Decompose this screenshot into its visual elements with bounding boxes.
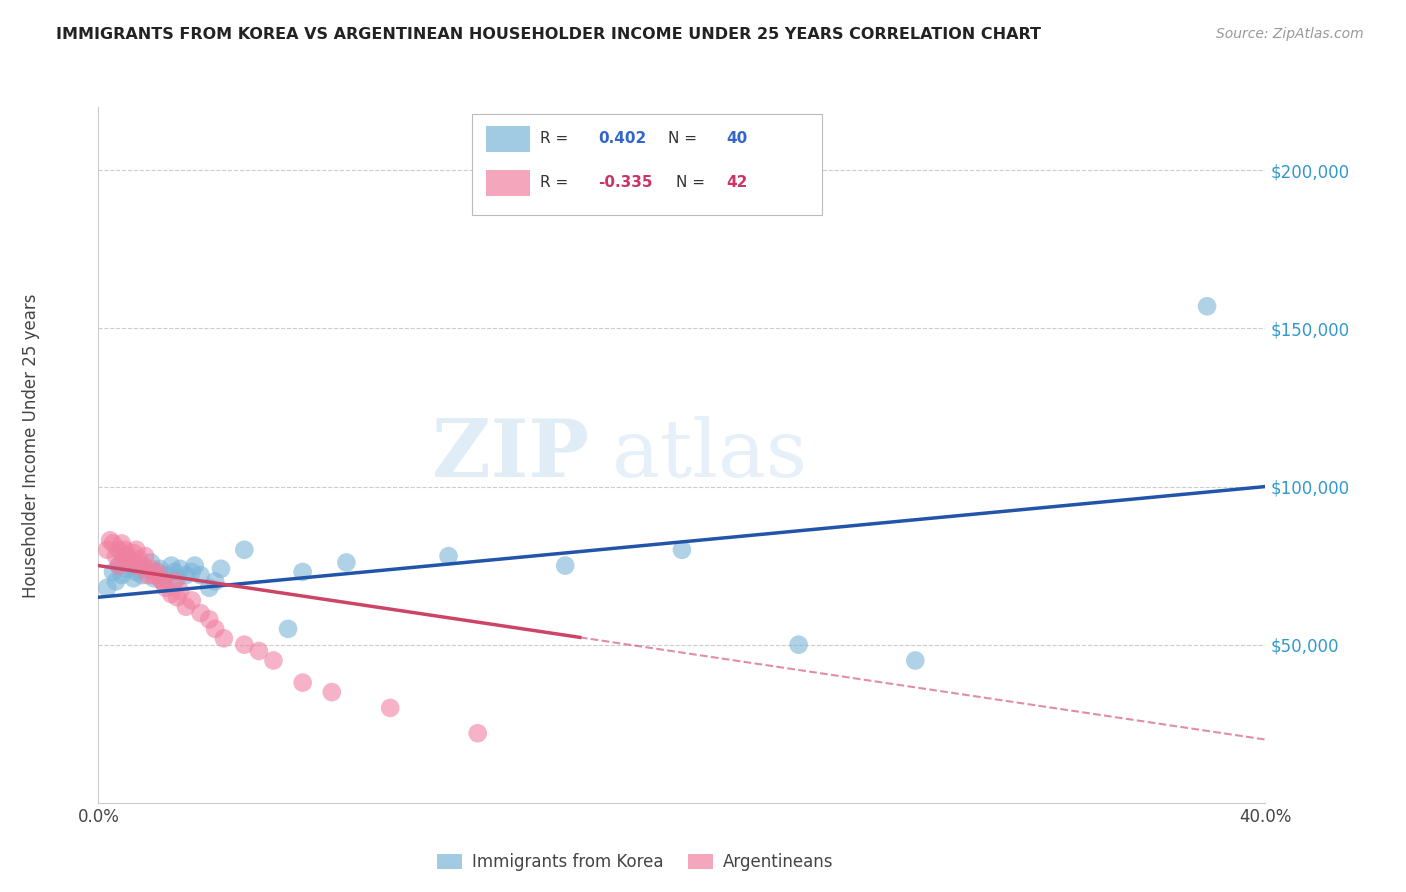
Point — [212, 632, 235, 646]
Point — [166, 591, 188, 605]
Point — [149, 571, 172, 585]
FancyBboxPatch shape — [486, 126, 530, 153]
Point — [247, 644, 270, 658]
Point — [152, 574, 174, 589]
Point — [152, 574, 174, 589]
Point — [122, 571, 145, 585]
Point — [136, 568, 159, 582]
Point — [155, 581, 177, 595]
Point — [104, 549, 127, 563]
Point — [190, 606, 212, 620]
Point — [139, 562, 162, 576]
Text: N =: N = — [668, 131, 702, 146]
Text: R =: R = — [540, 175, 572, 190]
Point — [108, 542, 131, 557]
Point — [160, 558, 183, 573]
Text: 0.402: 0.402 — [598, 131, 647, 146]
Point — [149, 562, 172, 576]
Point — [198, 612, 221, 626]
Point — [671, 542, 693, 557]
Point — [554, 558, 576, 573]
Point — [163, 565, 186, 579]
Text: -0.335: -0.335 — [598, 175, 652, 190]
Point — [277, 622, 299, 636]
Point — [122, 546, 145, 560]
Point — [134, 549, 156, 563]
Point — [111, 546, 134, 560]
Point — [125, 542, 148, 557]
Text: R =: R = — [540, 131, 572, 146]
Point — [139, 556, 162, 570]
FancyBboxPatch shape — [486, 169, 530, 196]
Point — [1195, 299, 1218, 313]
Point — [180, 593, 202, 607]
Point — [174, 599, 197, 614]
Point — [114, 552, 136, 566]
Point — [787, 638, 810, 652]
Point — [233, 638, 256, 652]
Point — [128, 558, 150, 573]
Point — [125, 558, 148, 573]
Point — [378, 701, 402, 715]
Point — [111, 568, 134, 582]
Point — [174, 568, 197, 582]
Point — [437, 549, 460, 563]
Point — [163, 574, 186, 589]
Point — [904, 653, 927, 667]
Point — [134, 562, 156, 576]
Point — [120, 556, 142, 570]
Point — [114, 549, 136, 563]
Text: 40: 40 — [727, 131, 748, 146]
Point — [335, 556, 357, 570]
Point — [160, 587, 183, 601]
Point — [291, 675, 314, 690]
Point — [96, 581, 118, 595]
Point — [262, 653, 284, 667]
Point — [98, 533, 121, 548]
Text: IMMIGRANTS FROM KOREA VS ARGENTINEAN HOUSEHOLDER INCOME UNDER 25 YEARS CORRELATI: IMMIGRANTS FROM KOREA VS ARGENTINEAN HOU… — [56, 27, 1042, 42]
Point — [233, 542, 256, 557]
Text: ZIP: ZIP — [432, 416, 589, 494]
Point — [131, 558, 153, 573]
Point — [108, 558, 131, 573]
Text: N =: N = — [676, 175, 710, 190]
Point — [291, 565, 314, 579]
Point — [209, 562, 232, 576]
Point — [120, 556, 142, 570]
Point — [198, 581, 221, 595]
Point — [166, 571, 188, 585]
Text: Householder Income Under 25 years: Householder Income Under 25 years — [22, 293, 39, 599]
Text: Source: ZipAtlas.com: Source: ZipAtlas.com — [1216, 27, 1364, 41]
Point — [142, 568, 165, 582]
Point — [101, 565, 124, 579]
Text: 42: 42 — [727, 175, 748, 190]
Point — [169, 583, 191, 598]
Point — [183, 558, 205, 573]
Point — [190, 568, 212, 582]
Point — [111, 536, 134, 550]
Point — [180, 565, 202, 579]
Point — [142, 571, 165, 585]
FancyBboxPatch shape — [472, 114, 823, 215]
Legend: Immigrants from Korea, Argentineans: Immigrants from Korea, Argentineans — [430, 847, 841, 878]
Point — [169, 562, 191, 576]
Point — [128, 552, 150, 566]
Point — [146, 565, 169, 579]
Point — [131, 568, 153, 582]
Point — [117, 562, 139, 576]
Text: atlas: atlas — [612, 416, 807, 494]
Point — [321, 685, 343, 699]
Point — [117, 549, 139, 563]
Point — [146, 565, 169, 579]
Point — [204, 574, 226, 589]
Point — [104, 574, 127, 589]
Point — [96, 542, 118, 557]
Point — [204, 622, 226, 636]
Point — [108, 558, 131, 573]
Point — [114, 542, 136, 557]
Point — [101, 536, 124, 550]
Point — [125, 565, 148, 579]
Point — [467, 726, 489, 740]
Point — [155, 568, 177, 582]
